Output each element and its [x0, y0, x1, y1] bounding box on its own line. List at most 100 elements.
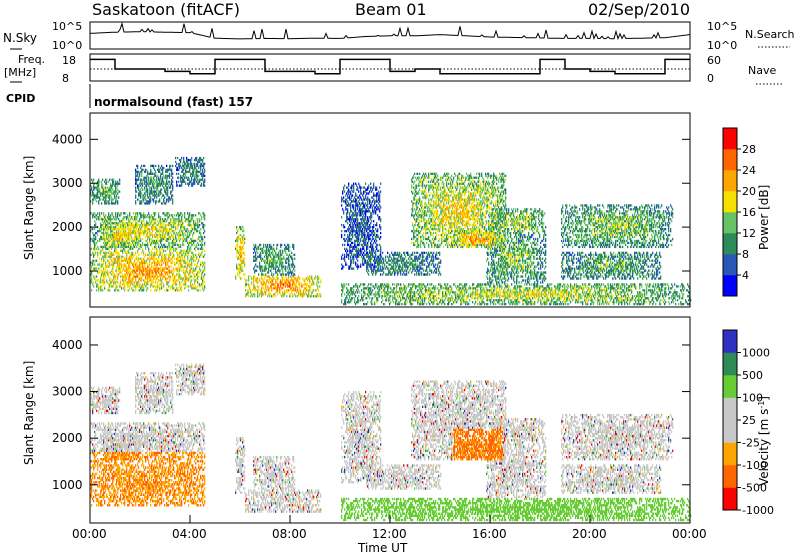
power-cell — [131, 244, 132, 246]
power-cell — [115, 181, 116, 183]
power-cell — [91, 275, 92, 277]
power-cell — [133, 277, 134, 279]
power-cell — [143, 198, 144, 200]
power-cell — [135, 196, 136, 198]
power-cell — [104, 236, 105, 238]
beam-title: Beam 01 — [355, 0, 427, 19]
power-cell — [121, 266, 122, 268]
power-cell — [109, 266, 110, 268]
power-cell — [134, 283, 135, 285]
power-cell — [146, 289, 147, 291]
power-cell — [91, 254, 92, 256]
power-cell — [141, 175, 142, 177]
power-cell — [100, 194, 101, 196]
power-cell — [135, 202, 136, 204]
power-cell — [102, 250, 103, 252]
power-cell — [142, 266, 143, 268]
power-cell — [130, 260, 131, 262]
power-cell — [92, 181, 93, 183]
power-cell — [136, 258, 137, 260]
power-cell — [105, 275, 106, 277]
power-cell — [103, 242, 104, 244]
power-cell — [126, 277, 127, 279]
power-cell — [93, 285, 94, 287]
power-cell — [142, 244, 143, 246]
power-cell — [106, 254, 107, 256]
power-cell — [94, 220, 95, 222]
nave-ytick-0: 0 — [707, 72, 714, 85]
power-cell — [103, 262, 104, 264]
power-cell — [129, 238, 130, 240]
noise-ytick-top-right: 10^5 — [707, 20, 737, 33]
power-cell — [139, 226, 140, 228]
power-cell — [121, 264, 122, 266]
power-cell — [104, 281, 105, 283]
power-cell — [113, 181, 114, 183]
freq-unit-label: [MHz] — [4, 66, 36, 79]
power-cell — [114, 194, 115, 196]
freq-label: Freq. — [18, 53, 45, 66]
power-cell — [129, 252, 130, 254]
power-cell — [92, 232, 93, 234]
power-cell — [137, 165, 138, 167]
power-cell — [132, 216, 133, 218]
power-cell — [95, 222, 96, 224]
power-cell — [95, 252, 96, 254]
power-cell — [129, 212, 130, 214]
power-cell — [106, 183, 107, 185]
power-cell — [117, 189, 118, 191]
power-cell — [97, 250, 98, 252]
date-title: 02/Sep/2010 — [588, 0, 690, 19]
power-cell — [91, 248, 92, 250]
power-cell — [125, 228, 126, 230]
power-cell — [140, 238, 141, 240]
power-cell — [118, 246, 119, 248]
power-cell — [135, 189, 136, 191]
power-cell — [108, 275, 109, 277]
power-cell — [138, 281, 139, 283]
power-cell — [137, 252, 138, 254]
power-cell — [118, 212, 119, 214]
power-cell — [102, 266, 103, 268]
power-cell — [126, 266, 127, 268]
frequency-panel: Freq. [MHz] 18 8 60 0 Nave — [4, 53, 782, 85]
power-cell — [91, 268, 92, 270]
power-cell — [139, 289, 140, 291]
power-cell — [138, 242, 139, 244]
power-cell — [106, 202, 107, 204]
power-cell — [94, 228, 95, 230]
power-cell — [101, 275, 102, 277]
power-cell — [131, 236, 132, 238]
power-cell — [137, 275, 138, 277]
power-cell — [143, 252, 144, 254]
power-cell — [105, 218, 106, 220]
power-cell — [93, 275, 94, 277]
power-cell — [138, 171, 139, 173]
power-cell — [112, 212, 113, 214]
power-cell — [143, 169, 144, 171]
power-cell — [131, 281, 132, 283]
power-cell — [144, 260, 145, 262]
power-cell — [96, 260, 97, 262]
power-cell — [144, 179, 145, 181]
power-cell — [114, 242, 115, 244]
power-cell — [100, 216, 101, 218]
nsky-label: N.Sky — [3, 31, 37, 45]
power-cell — [130, 268, 131, 270]
power-cell — [115, 226, 116, 228]
power-cell — [104, 220, 105, 222]
power-cell — [113, 283, 114, 285]
power-cell — [118, 289, 119, 291]
power-cell — [98, 289, 99, 291]
power-cell — [110, 283, 111, 285]
power-cell — [124, 283, 125, 285]
power-cell — [136, 234, 137, 236]
power-cell — [108, 273, 109, 275]
power-cell — [140, 244, 141, 246]
power-cell — [142, 242, 143, 244]
power-cell — [144, 189, 145, 191]
power-cell — [140, 181, 141, 183]
power-cell — [92, 202, 93, 204]
power-cell — [122, 250, 123, 252]
power-cell — [145, 228, 146, 230]
